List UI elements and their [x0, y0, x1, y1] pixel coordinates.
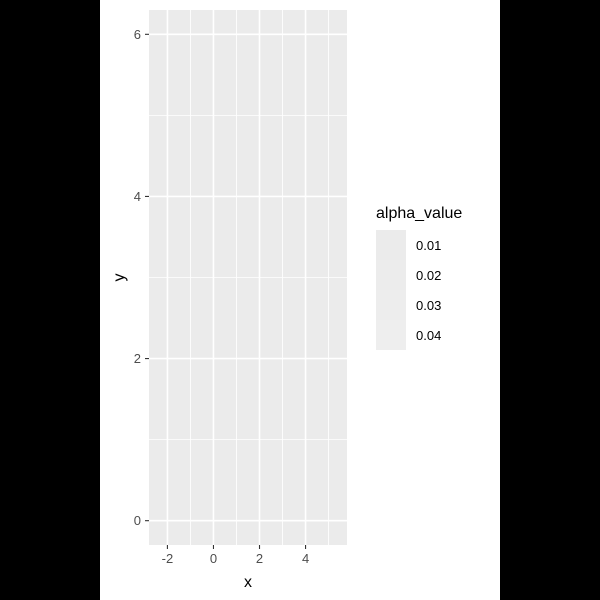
legend-key-swatch: [376, 230, 406, 260]
legend-key: [376, 260, 406, 290]
x-axis: -2 0 2 4: [162, 545, 309, 566]
x-tick-label: 0: [210, 551, 217, 566]
y-axis-title: y: [111, 274, 128, 282]
legend-label: 0.03: [416, 298, 441, 313]
legend-keys: 0.01 0.02 0.03 0.04: [376, 230, 441, 350]
x-tick-label: 2: [256, 551, 263, 566]
legend-key-swatch: [376, 260, 406, 290]
legend-key: [376, 230, 406, 260]
x-tick-label: 4: [302, 551, 309, 566]
y-tick-label: 6: [134, 27, 141, 42]
legend-label: 0.01: [416, 238, 441, 253]
y-tick-label: 4: [134, 189, 141, 204]
legend-label: 0.02: [416, 268, 441, 283]
minor-gridlines: [149, 10, 347, 545]
x-axis-title: x: [244, 574, 252, 591]
y-axis: 0 2 4 6: [134, 27, 149, 528]
x-tick-label: -2: [162, 551, 174, 566]
legend-title: alpha_value: [376, 205, 462, 222]
legend-label: 0.04: [416, 328, 441, 343]
y-tick-label: 2: [134, 351, 141, 366]
legend-key: [376, 290, 406, 320]
legend-key-swatch: [376, 320, 406, 350]
legend-key-swatch: [376, 290, 406, 320]
y-tick-label: 0: [134, 513, 141, 528]
legend: alpha_value 0.01 0.02 0.03 0.04: [376, 205, 462, 350]
major-gridlines: [149, 10, 347, 545]
legend-key: [376, 320, 406, 350]
